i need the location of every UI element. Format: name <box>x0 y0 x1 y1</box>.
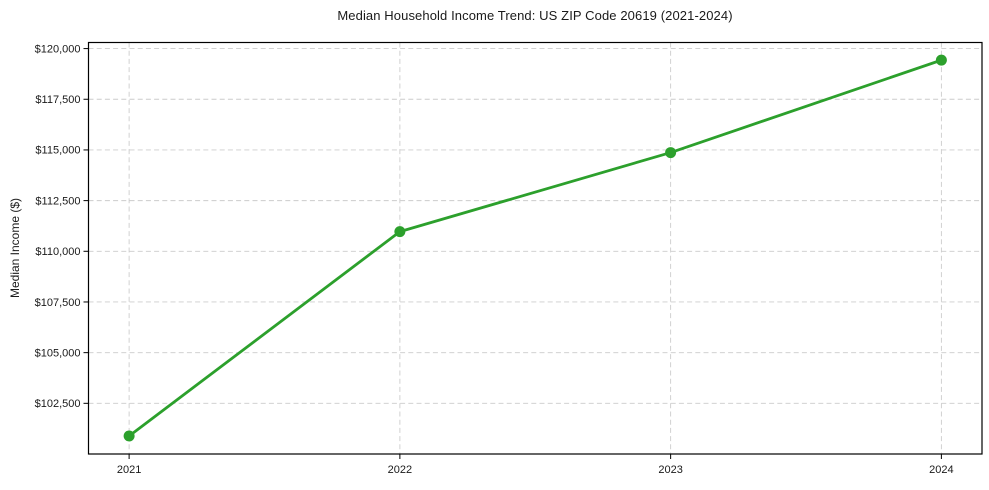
y-tick-label: $105,000 <box>35 347 81 359</box>
y-tick-label: $107,500 <box>35 297 81 309</box>
y-tick-label: $117,500 <box>35 94 80 106</box>
income-trend-line <box>127 58 943 438</box>
x-tick-label: 2024 <box>929 464 953 476</box>
y-tick-label: $115,000 <box>35 145 80 157</box>
y-tick-label: $110,000 <box>35 246 80 258</box>
data-point-2022 <box>394 226 406 238</box>
data-point-2021 <box>123 430 135 442</box>
data-point-2024 <box>935 54 947 66</box>
x-tick-label: 2022 <box>388 464 412 476</box>
chart-title: Median Household Income Trend: US ZIP Co… <box>337 8 733 23</box>
y-tick-label: $120,000 <box>35 43 81 55</box>
x-tick-label: 2021 <box>117 464 141 476</box>
plot-border <box>87 41 983 455</box>
y-tick-label: $112,500 <box>35 195 80 207</box>
x-tick-label: 2023 <box>658 464 682 476</box>
y-tick-label: $102,500 <box>35 398 81 410</box>
data-point-2023 <box>665 147 677 159</box>
